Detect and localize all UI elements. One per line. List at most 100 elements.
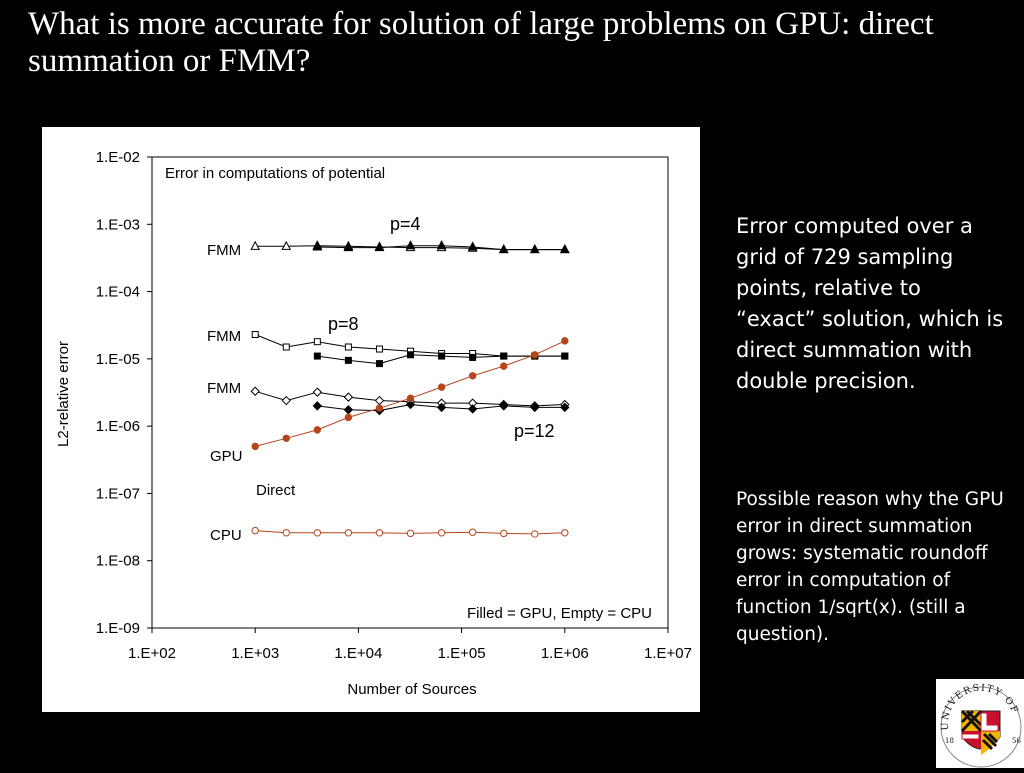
label-p12: p=12 [514,421,555,441]
data-point [251,331,259,339]
seal-icon: UNIVERSITY OF 18 56 [940,683,1022,768]
data-point [436,402,447,413]
data-point [281,240,292,250]
note-possible-reason: Possible reason why the GPU error in dir… [736,489,1004,645]
data-point [437,529,446,537]
data-point [531,351,539,359]
x-axis-label: Number of Sources [347,681,476,698]
x-tick-label: 1.E+06 [541,645,589,662]
x-tick-label: 1.E+02 [128,645,176,662]
x-tick-label: 1.E+03 [231,645,279,662]
data-point [406,394,415,402]
slide-title: What is more accurate for solution of la… [28,6,934,79]
data-point [468,372,477,380]
data-point [313,338,321,346]
data-point [467,241,478,251]
data-point [375,404,384,412]
data-point [500,529,508,538]
series-p-4-gpu [312,240,570,254]
y-tick-label: 1.E-08 [96,553,140,570]
data-point [469,353,477,361]
data-point [561,352,569,360]
data-point [405,240,416,250]
data-point [344,529,353,537]
y-tick-label: 1.E-04 [96,284,140,301]
error-chart-svg: 1.E-09 1.E-08 1.E-07 1.E-06 1.E-05 1.E-04 1.E-… [55,149,692,698]
data-point [500,352,508,360]
data-point [312,241,323,251]
legend-note: Filled = GPU, Empty = CPU [467,605,652,622]
data-point [281,395,291,406]
data-point [438,352,446,360]
data-point [343,392,354,402]
label-gpu: GPU [210,448,243,465]
data-point [406,529,415,538]
series-direct-cpu-cpu [251,526,569,538]
label-cpu: CPU [210,527,242,544]
data-point [375,345,383,353]
data-point [498,244,509,254]
y-tick-label: 1.E-07 [96,485,140,502]
data-point [343,405,354,415]
svg-text:18: 18 [945,737,954,745]
y-tick-label: 1.E-09 [96,620,140,637]
data-point [437,383,446,391]
x-tick-label: 1.E+05 [438,645,486,662]
label-fmm-p4: FMM [207,242,241,259]
series-p-12-gpu [312,399,570,416]
y-axis-label: L2-relative error [55,341,72,447]
maryland-flag-shield [960,709,1001,755]
label-fmm-p8: FMM [207,328,241,345]
data-point [312,401,323,411]
data-point [467,404,478,414]
label-fmm-p12: FMM [207,380,241,397]
data-point [374,242,385,252]
y-tick-label: 1.E-05 [96,351,140,368]
data-point [436,240,447,250]
data-point [343,242,354,252]
university-seal-logo: UNIVERSITY OF 18 56 [936,679,1024,768]
data-point [560,402,570,413]
data-point [375,360,383,368]
data-point [251,526,259,535]
data-point [559,244,570,254]
chart-title: Error in computations of potential [165,165,385,182]
data-point [282,343,290,351]
data-point [344,343,352,351]
data-point [250,240,261,250]
plot-area-frame [151,156,669,629]
data-point [313,426,322,434]
y-tick-label: 1.E-06 [96,418,140,435]
data-point [531,530,539,538]
series-direct-gpu-gpu [251,337,569,451]
data-point [530,402,540,413]
data-point [407,351,415,359]
label-p8: p=8 [328,314,359,334]
data-point [499,401,509,411]
data-point [405,399,416,410]
data-point [313,529,322,537]
label-p4: p=4 [390,214,421,234]
error-chart: 1.E-09 1.E-08 1.E-07 1.E-06 1.E-05 1.E-04 1.E-… [42,127,700,712]
note-error-computed: Error computed over a grid of 729 sampli… [736,214,1004,393]
data-point [313,352,321,360]
data-point [282,434,290,442]
svg-text:56: 56 [1012,737,1021,745]
x-tick-label: 1.E+04 [334,645,382,662]
data-point [344,413,353,422]
data-point [344,356,352,364]
data-point [561,529,569,537]
data-point [251,442,259,451]
series-p-8-gpu [313,351,569,368]
y-tick-label: 1.E-03 [96,216,140,233]
data-point [374,395,385,406]
x-tick-label: 1.E+07 [644,645,692,662]
data-point [561,337,569,345]
data-point [312,387,323,397]
data-point [375,529,384,537]
data-point [282,529,290,537]
data-point [529,244,540,254]
data-point [250,386,260,396]
label-direct: Direct [256,482,296,499]
data-point [500,362,508,370]
